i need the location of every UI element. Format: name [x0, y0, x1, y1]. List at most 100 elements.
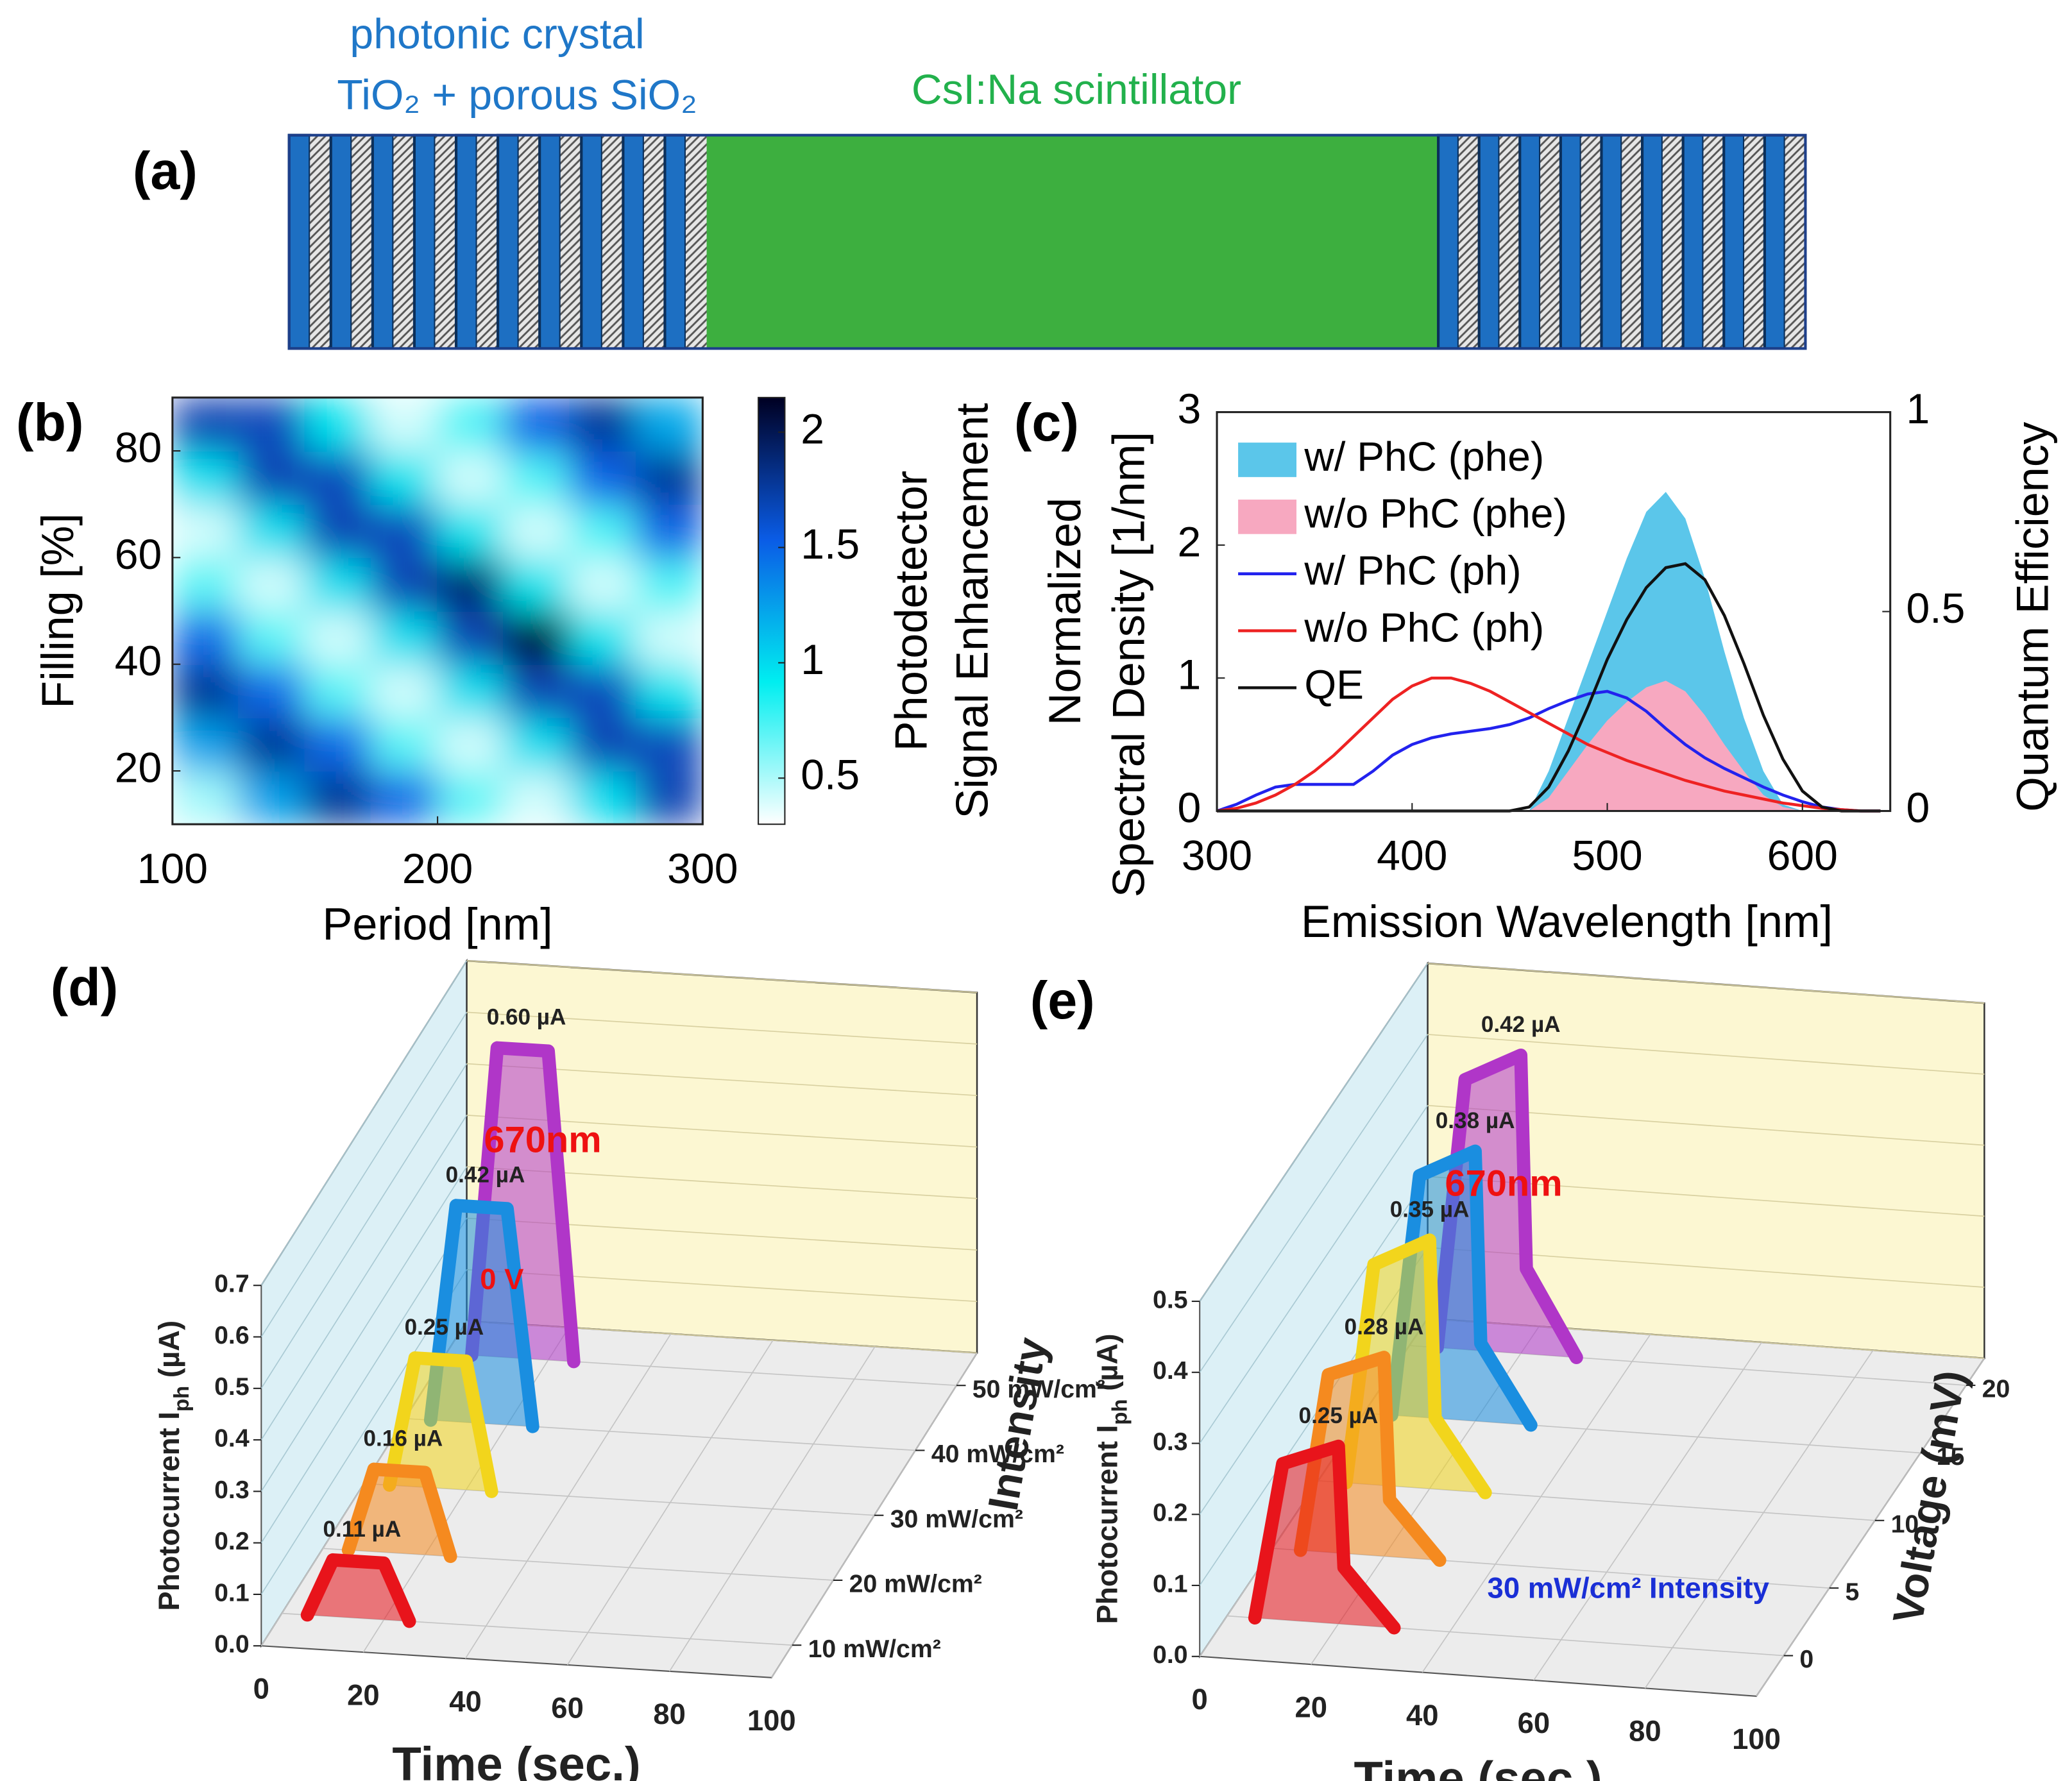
y2-axis-label: Quantum Efficiency	[2007, 422, 2058, 812]
y-tick-label: 0.0	[214, 1630, 250, 1659]
x-tick-label: 100	[137, 845, 208, 893]
heatmap-cell	[503, 663, 571, 718]
sio2-layer	[1499, 135, 1520, 349]
tio2-layer	[1437, 133, 1460, 350]
x-tick-label: 0	[1192, 1683, 1208, 1716]
y-tick-label: 2	[1177, 518, 1201, 566]
z-tick-label: 30 mW/cm²	[890, 1505, 1023, 1533]
tio2-layer	[580, 133, 604, 350]
heatmap-cell	[437, 450, 505, 505]
legend-swatch	[1238, 443, 1297, 477]
grid-line	[1199, 963, 1429, 1302]
scintillator-label: CsI:Na scintillator	[912, 66, 1241, 114]
legend-label: w/ PhC (phe)	[1303, 434, 1544, 480]
y-tick-label: 80	[115, 425, 162, 472]
heatmap-cell	[636, 557, 703, 612]
y-axis-label-part: Photocurrent I	[1091, 1425, 1124, 1625]
legend-label: QE	[1304, 661, 1364, 707]
x-tick-label: 20	[1295, 1691, 1327, 1723]
legend-label: w/o PhC (ph)	[1303, 604, 1544, 650]
y-tick-label: 0	[1177, 784, 1201, 832]
stack-outline	[287, 133, 1807, 350]
heatmap-cell	[636, 450, 703, 505]
sio2-layer	[1662, 135, 1683, 349]
tio2-layer	[1763, 133, 1787, 350]
x-tick-label: 500	[1572, 832, 1642, 879]
x-tick-label: 100	[747, 1704, 796, 1737]
value-label: 0.16 µA	[364, 1426, 443, 1451]
x-tick-label: 0	[253, 1672, 269, 1705]
x-axis-label: Time (sec.)	[1354, 1752, 1602, 1781]
grid-line	[1272, 1548, 1830, 1589]
tio2-layer	[538, 133, 562, 350]
x-tick-label: 20	[347, 1678, 380, 1711]
heatmap-cell	[304, 663, 372, 718]
heatmap-cell	[370, 770, 439, 825]
heatmap-cells	[172, 397, 703, 825]
value-label: 0.28 µA	[1345, 1314, 1424, 1339]
tio2-layer	[287, 133, 312, 350]
value-label: 0.25 µA	[405, 1315, 484, 1340]
heatmap-cell	[503, 397, 571, 452]
tio2-layer	[1559, 133, 1583, 350]
y-axis-label: Photocurrent Iph (µA)	[153, 1321, 194, 1611]
heatmap-cell	[370, 397, 439, 452]
colorbar-tick-label: 2	[801, 405, 824, 453]
y-tick-label: 0.0	[1153, 1641, 1188, 1669]
x-tick-label: 60	[1518, 1707, 1550, 1739]
sio2-layer	[560, 135, 582, 349]
heatmap-cell	[503, 557, 571, 612]
y-tick-label: 0.6	[214, 1321, 250, 1349]
pulse	[423, 1199, 539, 1433]
heatmap-cell	[569, 557, 638, 612]
heatmap-cell	[569, 450, 638, 505]
colorbar-label: Signal Enhancement	[947, 403, 998, 818]
y2-tick-label: 0.5	[1906, 585, 1965, 632]
crystal-label: photonic crystal	[350, 10, 644, 58]
value-label: 0.35 µA	[1390, 1197, 1470, 1222]
area	[1217, 491, 1881, 811]
colorbar-tick-label: 1.5	[801, 521, 860, 568]
x-tick-label: 100	[1732, 1723, 1781, 1755]
heatmap-cell	[304, 557, 372, 612]
x-tick-label: 60	[551, 1691, 584, 1724]
y-axis-label: Spectral Density [1/nm]	[1103, 432, 1153, 897]
tio2-layer	[622, 133, 645, 350]
z-tick-label: 5	[1846, 1578, 1860, 1606]
grid-line	[1199, 1176, 1429, 1515]
y-tick-label: 0.3	[1153, 1428, 1188, 1456]
colorbar-tick-label: 1	[801, 636, 824, 684]
heatmap-cell	[437, 716, 505, 772]
tio2-layer	[663, 133, 688, 350]
panel-label: (c)	[1014, 392, 1079, 452]
pulse	[1248, 1439, 1401, 1635]
y-axis-label-part: Photocurrent I	[153, 1412, 185, 1611]
z-axis-label: Intensity	[980, 1334, 1057, 1514]
value-label: 0.42 µA	[446, 1162, 525, 1187]
heatmap-cell	[238, 397, 306, 452]
crystal-material: TiO₂ + porous SiO₂	[337, 71, 697, 119]
x-tick-label: 200	[402, 845, 473, 893]
heatmap-cell	[437, 663, 505, 718]
grid-line	[260, 1115, 468, 1440]
grid-line	[1422, 1334, 1651, 1673]
x-tick-label: 40	[449, 1685, 482, 1718]
x-axis-label: Time (sec.)	[392, 1737, 640, 1781]
heatmap-cell	[437, 397, 505, 452]
colorbar-tick-label: 0.5	[801, 752, 860, 799]
panel-label: (d)	[51, 957, 119, 1017]
heatmap-cell	[437, 503, 505, 559]
y-tick-label: 0.1	[214, 1578, 250, 1607]
heatmap-cell	[503, 610, 571, 665]
y-tick-label: 0.4	[214, 1424, 250, 1452]
heatmap-cell	[569, 397, 638, 452]
panel-label: (a)	[133, 141, 198, 201]
heatmap-cell	[238, 770, 306, 825]
z-tick-label: 40 mW/cm²	[931, 1440, 1064, 1468]
panel-label: (b)	[16, 392, 84, 452]
pulse	[1293, 1351, 1447, 1567]
sio2-layer	[686, 135, 707, 349]
annotation: 670nm	[1445, 1163, 1562, 1204]
sio2-layer	[1744, 135, 1765, 349]
